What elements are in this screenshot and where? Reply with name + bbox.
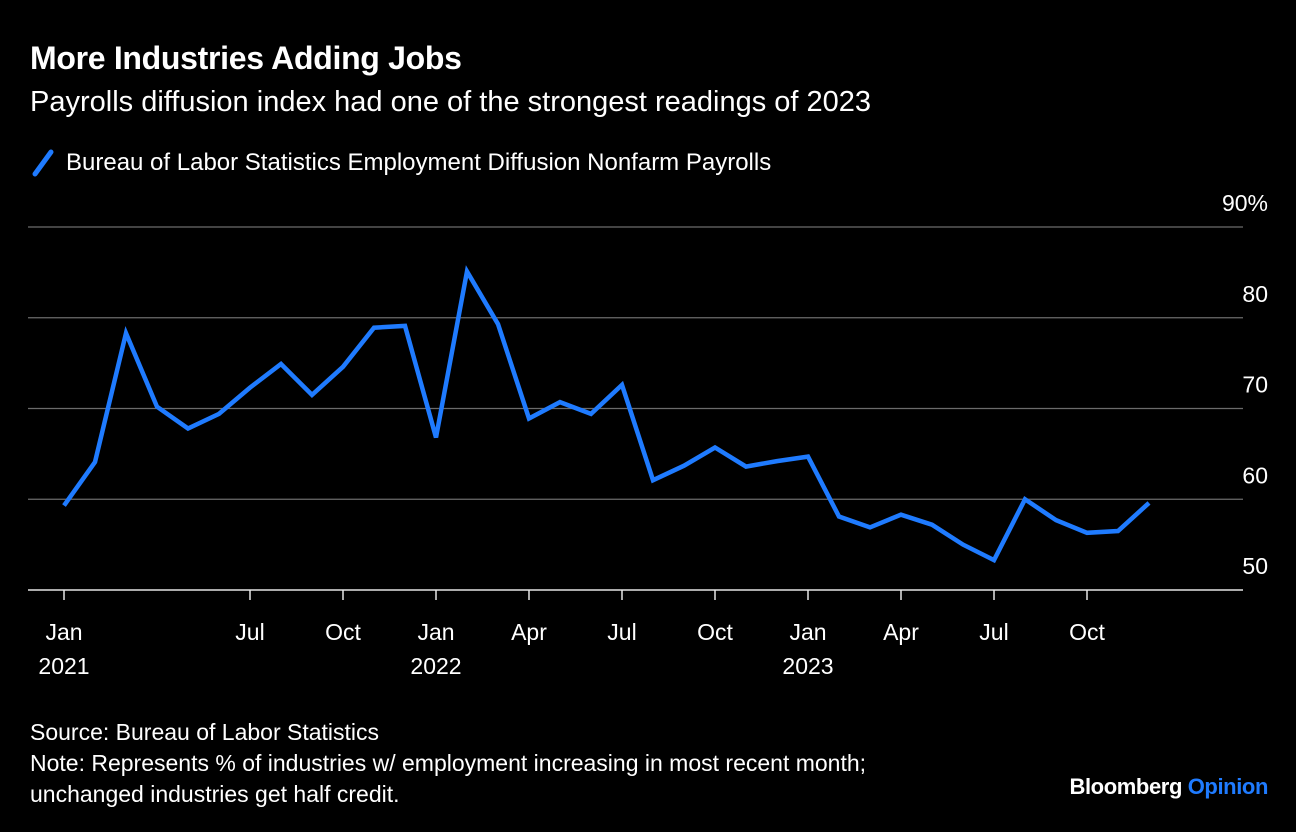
data-point — [279, 362, 283, 366]
x-tick-year-label: 2022 — [410, 653, 461, 679]
data-point — [1085, 531, 1089, 535]
gridlines — [28, 226, 1243, 591]
x-tick-label: Apr — [883, 619, 919, 645]
x-tick-year-label: 2023 — [782, 653, 833, 679]
series-line — [62, 265, 1151, 564]
y-tick-label: 60 — [1242, 462, 1268, 488]
data-point — [62, 504, 66, 508]
chart-subtitle: Payrolls diffusion index had one of the … — [30, 86, 872, 118]
data-point — [713, 446, 717, 450]
data-point — [496, 322, 500, 326]
data-point — [868, 525, 872, 529]
data-point — [682, 464, 686, 468]
x-tick-label: Apr — [511, 619, 547, 645]
data-point — [589, 412, 593, 416]
data-point — [93, 460, 97, 464]
chart-title: More Industries Adding Jobs — [30, 40, 462, 76]
data-point — [403, 324, 407, 328]
data-point — [372, 326, 376, 330]
data-point — [1054, 518, 1058, 522]
data-point — [651, 478, 655, 482]
data-point — [806, 455, 810, 459]
legend-label: Bureau of Labor Statistics Employment Di… — [66, 149, 772, 176]
y-tick-label: 90% — [1222, 190, 1268, 216]
x-tick-label: Jul — [235, 619, 264, 645]
data-point — [527, 416, 531, 420]
data-point — [341, 365, 345, 369]
x-tick-label: Jan — [789, 619, 826, 645]
x-tick-year-label: 2021 — [38, 653, 89, 679]
data-point — [217, 412, 221, 416]
note-line-2: unchanged industries get half credit. — [30, 781, 400, 807]
y-axis-labels: 90% 80 70 60 50 — [1222, 190, 1268, 579]
x-tick-label: Jan — [417, 619, 454, 645]
brand-opinion: Opinion — [1187, 774, 1269, 799]
data-point — [558, 400, 562, 404]
data-point — [961, 543, 965, 547]
y-tick-label: 70 — [1242, 372, 1268, 398]
brand-logo: Bloomberg Opinion — [1069, 774, 1268, 800]
legend: Bureau of Labor Statistics Employment Di… — [30, 148, 771, 178]
legend-swatch-icon — [32, 149, 54, 177]
data-point — [434, 436, 438, 440]
data-point — [837, 514, 841, 518]
brand-bloomberg: Bloomberg — [1069, 774, 1182, 799]
data-point — [620, 383, 624, 387]
x-tick-label: Jul — [607, 619, 636, 645]
data-point — [744, 465, 748, 469]
footer: Source: Bureau of Labor Statistics Note:… — [30, 717, 866, 810]
series-layer — [62, 265, 1151, 564]
x-tick-label: Oct — [1069, 619, 1105, 645]
data-point — [1116, 529, 1120, 533]
x-tick-label: Oct — [325, 619, 361, 645]
x-tick-label: Jul — [979, 619, 1008, 645]
data-point — [930, 523, 934, 527]
x-tick-label: Jan — [45, 619, 82, 645]
data-point — [186, 426, 190, 430]
y-tick-label: 80 — [1242, 281, 1268, 307]
data-point — [775, 459, 779, 463]
data-point — [155, 405, 159, 409]
note-line-1: Note: Represents % of industries w/ empl… — [30, 750, 867, 776]
y-tick-label: 50 — [1242, 553, 1268, 579]
data-point — [1147, 501, 1151, 505]
data-point — [248, 386, 252, 390]
data-point — [1023, 497, 1027, 501]
data-point — [124, 331, 128, 335]
source-text: Source: Bureau of Labor Statistics — [30, 719, 380, 745]
x-tick-label: Oct — [697, 619, 733, 645]
x-axis: Jan 2021 Jul Oct Jan 2022 Apr Jul Oct Jan 2023 Apr J… — [38, 590, 1105, 679]
data-point — [465, 269, 469, 273]
data-point — [310, 393, 314, 397]
data-point — [992, 558, 996, 562]
data-point — [899, 513, 903, 517]
